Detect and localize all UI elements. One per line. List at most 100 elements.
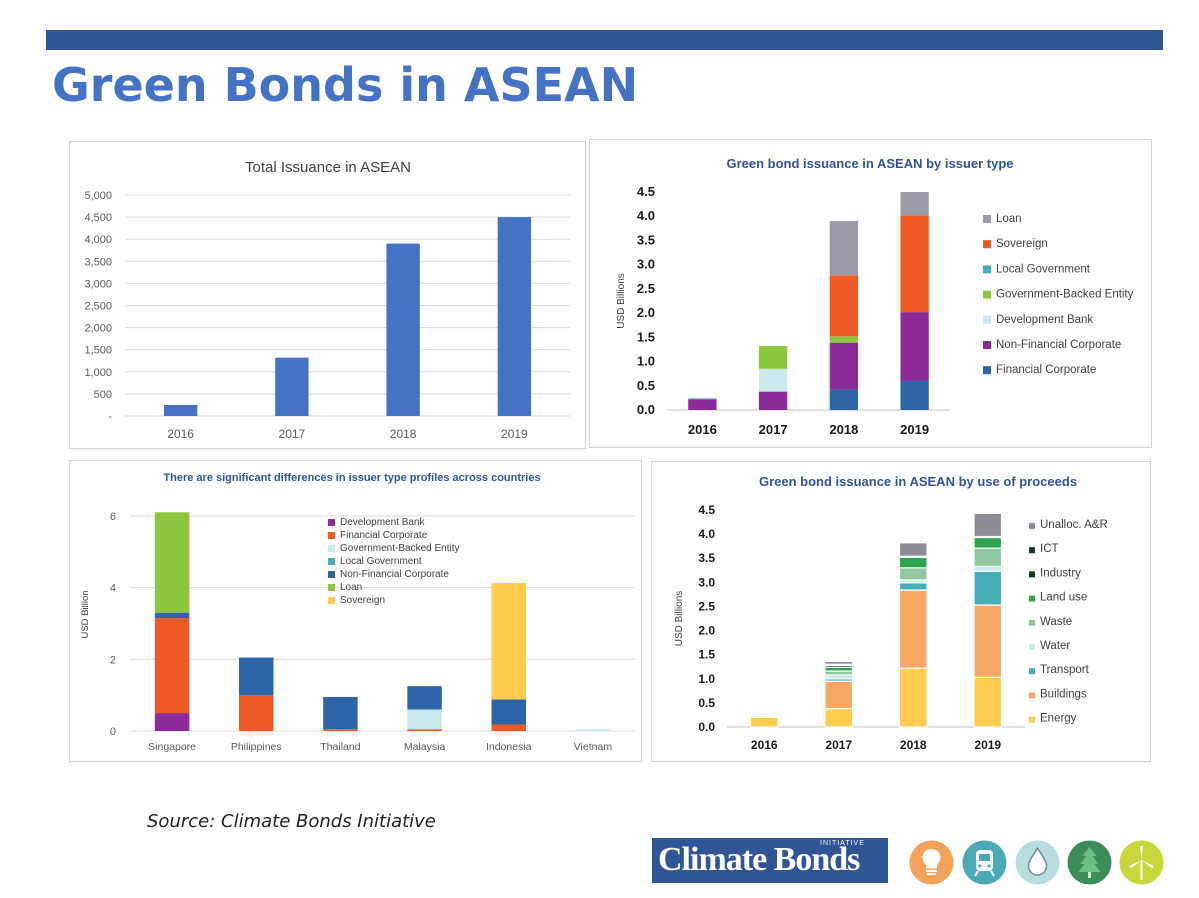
bar-segment-government-backed-entity bbox=[758, 346, 788, 369]
bar-segment-local-government bbox=[688, 398, 717, 400]
legend-swatch bbox=[983, 265, 991, 274]
source-note: Source: Climate Bonds Initiative bbox=[147, 811, 436, 832]
legend-swatch bbox=[983, 315, 991, 324]
x-tick-label: 2016 bbox=[751, 738, 778, 752]
bar-segment-non-financial-corporate bbox=[688, 399, 717, 410]
bar-segment-energy bbox=[898, 667, 928, 728]
bar-segment-government-backed-entity bbox=[575, 729, 611, 731]
legend-label: Transport bbox=[1040, 664, 1090, 676]
legend-label: Government-Backed Entity bbox=[340, 543, 460, 554]
bar-segment-waste bbox=[973, 547, 1003, 568]
tree-icon bbox=[1067, 840, 1112, 885]
legend-swatch bbox=[983, 240, 991, 249]
chart-svg: Green bond issuance in ASEAN by use of p… bbox=[674, 474, 1108, 752]
legend-label: Financial Corporate bbox=[340, 530, 428, 541]
y-tick-label: 0.5 bbox=[637, 378, 655, 393]
y-tick-label: 4.5 bbox=[637, 184, 655, 199]
legend-swatch bbox=[328, 597, 335, 604]
legend-label: Loan bbox=[340, 582, 362, 593]
legend-swatch bbox=[328, 532, 335, 539]
x-tick-label: Singapore bbox=[148, 741, 196, 753]
chart-title: Green bond issuance in ASEAN by use of p… bbox=[759, 474, 1077, 489]
y-tick-label: - bbox=[108, 411, 112, 423]
bar-segment-unalloc-a-r bbox=[898, 542, 928, 557]
y-tick-label: 6 bbox=[110, 511, 116, 523]
y-tick-label: 3.0 bbox=[698, 575, 715, 589]
bar-segment-energy bbox=[749, 716, 779, 728]
bar-segment-waste bbox=[898, 567, 928, 581]
legend-label: Development Bank bbox=[340, 517, 425, 528]
bar-segment-energy bbox=[973, 676, 1003, 728]
total-issuance-chart-panel: Total Issuance in ASEAN - 500 1,000 1,500 2,0… bbox=[69, 141, 586, 449]
y-tick-label: 0.5 bbox=[698, 696, 715, 710]
logo-wordmark: Climate Bonds bbox=[658, 841, 860, 878]
y-tick-label: 2 bbox=[110, 654, 116, 666]
x-tick-label: 2017 bbox=[825, 738, 852, 752]
bar-segment-energy bbox=[824, 708, 854, 728]
legend-swatch bbox=[983, 341, 991, 349]
bar-segment-loan bbox=[154, 512, 190, 613]
bar-segment-non-financial-corporate bbox=[491, 699, 527, 725]
legend-label: Non-Financial Corporate bbox=[340, 569, 449, 580]
train-icon bbox=[962, 840, 1007, 885]
y-tick-label: 3.5 bbox=[698, 551, 715, 565]
legend-label: Development Bank bbox=[996, 314, 1093, 326]
bar-segment-financial-corporate bbox=[154, 618, 190, 714]
legend-swatch bbox=[983, 215, 991, 223]
y-tick-label: 1,000 bbox=[84, 367, 112, 379]
y-tick-label: 4.0 bbox=[698, 527, 715, 541]
legend-label: Government-Backed Entity bbox=[996, 289, 1134, 301]
bar-segment-government-backed-entity bbox=[829, 336, 859, 343]
x-tick-label: 2019 bbox=[900, 422, 929, 437]
legend-label: Unalloc. A&R bbox=[1040, 519, 1108, 531]
y-tick-label: 1.0 bbox=[698, 672, 715, 686]
legend-swatch bbox=[1029, 619, 1035, 626]
legend-swatch bbox=[1029, 668, 1035, 675]
legend-label: Buildings bbox=[1040, 688, 1087, 700]
y-tick-label: 2.5 bbox=[637, 281, 655, 296]
x-tick-label: 2019 bbox=[974, 738, 1001, 752]
water-drop-icon bbox=[1015, 840, 1060, 885]
legend-label: Loan bbox=[996, 213, 1022, 225]
y-tick-label: 3,000 bbox=[84, 278, 112, 290]
legend-label: ICT bbox=[1040, 543, 1059, 555]
legend-label: Industry bbox=[1040, 567, 1081, 579]
climate-bonds-logo: Climate Bonds INITIATIVE bbox=[652, 838, 888, 883]
y-tick-label: 500 bbox=[94, 389, 112, 401]
x-tick-label: Indonesia bbox=[486, 741, 532, 753]
y-tick-label: 2,500 bbox=[84, 301, 112, 313]
y-tick-label: 0 bbox=[110, 726, 116, 738]
y-tick-label: 4.0 bbox=[637, 208, 655, 223]
x-tick-label: Thailand bbox=[320, 741, 360, 753]
bar-segment-financial-corporate bbox=[829, 389, 859, 410]
y-axis-label: USD Billion bbox=[80, 590, 91, 638]
legend-label: Local Government bbox=[340, 556, 422, 567]
x-tick-label: Malaysia bbox=[404, 741, 446, 753]
legend-swatch bbox=[983, 366, 991, 375]
legend-label: Sovereign bbox=[996, 238, 1048, 250]
bar-segment-financial-corporate bbox=[407, 729, 442, 731]
legend-swatch bbox=[328, 584, 335, 591]
legend-label: Sovereign bbox=[340, 595, 385, 606]
legend-label: Waste bbox=[1040, 616, 1072, 628]
bar-segment-development-bank bbox=[758, 368, 788, 392]
bar-segment-development-bank bbox=[154, 713, 190, 731]
bar-segment-financial-corporate bbox=[323, 729, 358, 731]
legend-label: Non-Financial Corporate bbox=[996, 339, 1121, 351]
legend-label: Land use bbox=[1040, 592, 1087, 604]
chart-svg: Total Issuance in ASEAN - 500 1,000 1,500 2,0… bbox=[84, 159, 570, 441]
bar-segment-buildings bbox=[824, 680, 854, 710]
legend-swatch bbox=[328, 545, 335, 552]
bar-segment-sovereign bbox=[900, 215, 929, 313]
legend-swatch bbox=[1029, 692, 1035, 699]
bar-segment-unalloc-a-r bbox=[973, 512, 1003, 538]
y-axis-label: USD Billions bbox=[674, 591, 685, 647]
bar-segment-financial-corporate bbox=[238, 695, 274, 731]
x-tick-label: 2016 bbox=[688, 422, 717, 437]
bar-segment-financial-corporate bbox=[900, 380, 929, 410]
legend-label: Local Government bbox=[996, 263, 1091, 275]
issuer-type-chart-panel: Green bond issuance in ASEAN by issuer t… bbox=[589, 139, 1152, 448]
legend-swatch bbox=[328, 571, 335, 578]
bar-segment-non-financial-corporate bbox=[323, 696, 358, 730]
chart-title: Green bond issuance in ASEAN by issuer t… bbox=[726, 156, 1013, 171]
